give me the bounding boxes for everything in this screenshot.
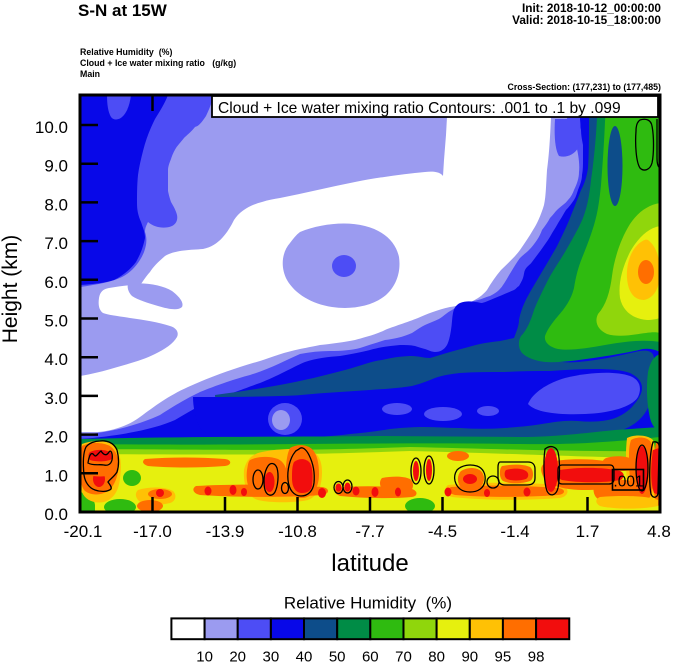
svg-text:-17.0: -17.0 (133, 522, 172, 541)
svg-text:-13.9: -13.9 (206, 522, 245, 541)
svg-text:-20.1: -20.1 (64, 522, 103, 541)
svg-text:3.0: 3.0 (44, 389, 68, 408)
svg-text:Valid: 2018-10-15_18:00:00: Valid: 2018-10-15_18:00:00 (512, 13, 661, 27)
svg-text:Main: Main (80, 69, 100, 79)
svg-text:4.8: 4.8 (647, 522, 671, 541)
svg-text:70: 70 (395, 649, 412, 666)
svg-text:60: 60 (362, 649, 379, 666)
svg-text:S-N at 15W: S-N at 15W (78, 1, 168, 20)
svg-text:5.0: 5.0 (44, 312, 68, 331)
svg-text:9.0: 9.0 (44, 157, 68, 176)
svg-text:98: 98 (528, 649, 545, 666)
svg-text:Cross-Section: (177,231) to (1: Cross-Section: (177,231) to (177,485) (507, 82, 661, 92)
svg-text:Cloud + Ice water mixing ratio: Cloud + Ice water mixing ratio (g/kg) (80, 58, 236, 68)
svg-text:Relative Humidity (%): Relative Humidity (%) (80, 47, 172, 57)
svg-text:0.0: 0.0 (44, 505, 68, 524)
svg-text:8.0: 8.0 (44, 195, 68, 214)
svg-text:-1.4: -1.4 (500, 522, 529, 541)
svg-text:-7.7: -7.7 (355, 522, 384, 541)
svg-text:10.0: 10.0 (35, 118, 68, 137)
svg-text:10: 10 (196, 649, 213, 666)
svg-text:20: 20 (229, 649, 246, 666)
svg-text:2.0: 2.0 (44, 428, 68, 447)
svg-text:7.0: 7.0 (44, 234, 68, 253)
svg-text:Cloud + Ice water mixing ratio: Cloud + Ice water mixing ratio Contours:… (218, 100, 621, 117)
svg-text:80: 80 (428, 649, 445, 666)
svg-text:30: 30 (263, 649, 280, 666)
svg-text:-10.8: -10.8 (278, 522, 317, 541)
svg-text:1.0: 1.0 (44, 466, 68, 485)
svg-text:Height (km): Height (km) (0, 235, 22, 344)
svg-text:90: 90 (461, 649, 478, 666)
svg-text:40: 40 (296, 649, 313, 666)
svg-text:4.0: 4.0 (44, 350, 68, 369)
svg-text:1.7: 1.7 (576, 522, 600, 541)
svg-text:latitude: latitude (331, 550, 408, 577)
svg-text:.001: .001 (613, 474, 643, 491)
svg-text:Relative Humidity (%): Relative Humidity (%) (284, 594, 452, 613)
svg-text:-4.5: -4.5 (428, 522, 457, 541)
svg-text:50: 50 (329, 649, 346, 666)
svg-text:6.0: 6.0 (44, 273, 68, 292)
svg-text:95: 95 (495, 649, 512, 666)
svg-text:Init: 2018-10-12_00:00:00: Init: 2018-10-12_00:00:00 (522, 1, 661, 15)
